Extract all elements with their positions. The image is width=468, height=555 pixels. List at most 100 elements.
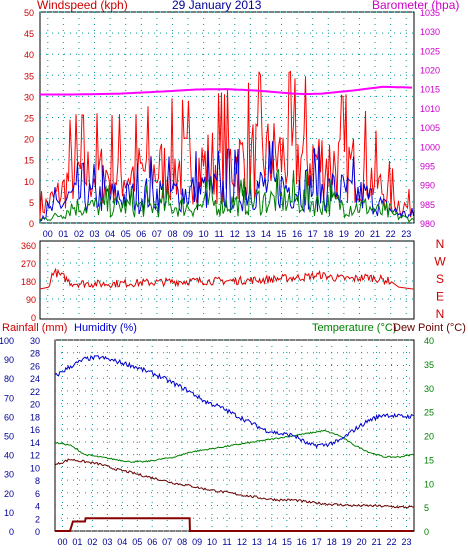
- rainfall-tick-label: 26: [30, 361, 40, 371]
- temperature-humidity-chart: 0102030405060708090100024681012141618202…: [0, 322, 466, 547]
- hour-tick-label: 07: [152, 229, 162, 239]
- hour-tick-label: 12: [230, 229, 240, 239]
- rainfall-tick-label: 4: [35, 502, 40, 512]
- hour-tick-label: 11: [215, 229, 224, 239]
- hour-tick-label: 13: [252, 537, 262, 547]
- hour-tick-label: 19: [339, 229, 349, 239]
- humidity-tick-label: 70: [4, 393, 14, 403]
- rainfall-tick-label: 8: [35, 476, 40, 486]
- humidity-ylabel: Humidity (%): [74, 322, 137, 334]
- hour-tick-label: 10: [199, 229, 209, 239]
- barometer-tick-label: 1030: [420, 27, 440, 37]
- rainfall-tick-label: 12: [30, 451, 40, 461]
- compass-label: S: [436, 272, 444, 286]
- hour-tick-label: 05: [132, 537, 142, 547]
- hour-tick-label: 08: [167, 229, 177, 239]
- temperature-tick-label: 30: [424, 384, 434, 394]
- barometer-tick-label: 1000: [420, 142, 440, 152]
- barometer-tick-label: 1025: [420, 46, 440, 56]
- temperature-tick-label: 35: [424, 360, 434, 370]
- humidity-tick-label: 50: [4, 432, 14, 442]
- dewpoint-ylabel: Dew Point (°C): [393, 322, 466, 334]
- temperature-tick-label: 25: [424, 408, 434, 418]
- hour-tick-label: 04: [105, 229, 115, 239]
- direction-series: [39, 267, 414, 290]
- hour-tick-label: 20: [354, 229, 364, 239]
- temperature-plot-area: [54, 339, 415, 532]
- barometer-tick-label: 980: [420, 219, 435, 229]
- wind-tick-label: 45: [24, 29, 34, 39]
- hour-tick-label: 13: [245, 229, 255, 239]
- barometer-tick-label: 1020: [420, 66, 440, 76]
- hour-tick-label: 21: [370, 229, 380, 239]
- hour-tick-label: 04: [117, 537, 127, 547]
- wind-tick-label: 0: [29, 219, 34, 229]
- hour-tick-label: 12: [237, 537, 247, 547]
- hour-tick-label: 02: [74, 229, 84, 239]
- temperature-ylabel: Temperature (°C): [312, 322, 396, 334]
- barometer-tick-label: 1005: [420, 123, 440, 133]
- compass-label: E: [436, 290, 444, 304]
- rain-series-line: [55, 517, 414, 532]
- compass-label: N: [436, 307, 445, 321]
- hour-tick-label: 23: [402, 537, 412, 547]
- humidity-tick-label: 10: [4, 508, 14, 518]
- wind-barometer-chart: 0510152025303540455098098599099510001005…: [24, 0, 459, 239]
- humidity-tick-label: 20: [4, 489, 14, 499]
- hour-tick-label: 19: [342, 537, 352, 547]
- wind-axes: 0510152025303540455098098599099510001005…: [24, 8, 440, 239]
- hour-tick-label: 14: [267, 537, 277, 547]
- hour-tick-label: 22: [387, 537, 397, 547]
- wind-tick-label: 50: [24, 8, 34, 18]
- hour-tick-label: 17: [308, 229, 318, 239]
- avg-series-line: [39, 168, 414, 223]
- hour-tick-label: 00: [57, 537, 67, 547]
- hour-tick-label: 08: [177, 537, 187, 547]
- gust-series-line: [39, 141, 414, 222]
- rainfall-tick-label: 6: [35, 489, 40, 499]
- hour-tick-label: 23: [401, 229, 411, 239]
- hour-tick-label: 21: [372, 537, 382, 547]
- direction-tick-label: 90: [26, 295, 36, 305]
- rainfall-tick-label: 10: [30, 463, 40, 473]
- direction-grid: [40, 241, 414, 319]
- hour-tick-label: 06: [136, 229, 146, 239]
- wind-tick-label: 35: [24, 71, 34, 81]
- hour-tick-label: 16: [292, 229, 302, 239]
- hour-tick-label: 14: [261, 229, 271, 239]
- wind-series: [39, 70, 414, 223]
- rainfall-tick-label: 24: [30, 374, 40, 384]
- temperature-tick-label: 5: [424, 503, 429, 513]
- temperature-series-line: [54, 429, 415, 463]
- rainfall-tick-label: 16: [30, 425, 40, 435]
- wind-ylabel: Windspeed (kph): [37, 0, 128, 12]
- hour-tick-label: 03: [102, 537, 112, 547]
- rainfall-tick-label: 22: [30, 387, 40, 397]
- barometer-tick-label: 1010: [420, 104, 440, 114]
- dewpoint-series-line: [54, 458, 414, 509]
- hour-tick-label: 00: [43, 229, 53, 239]
- direction-tick-label: 360: [21, 241, 36, 251]
- rainfall-tick-label: 2: [35, 514, 40, 524]
- humidity-tick-label: 30: [4, 470, 14, 480]
- temperature-series: [54, 355, 415, 532]
- hour-tick-label: 15: [277, 229, 287, 239]
- hour-tick-label: 22: [386, 229, 396, 239]
- wind-tick-label: 30: [24, 92, 34, 102]
- direction-tick-label: 0: [31, 313, 36, 323]
- temperature-tick-label: 20: [424, 432, 434, 442]
- direction-series-line: [39, 267, 414, 290]
- humidity-tick-label: 0: [9, 527, 14, 537]
- barometer-tick-label: 1035: [420, 8, 440, 18]
- hour-tick-label: 20: [357, 537, 367, 547]
- rainfall-tick-label: 18: [30, 412, 40, 422]
- hour-tick-label: 01: [58, 229, 68, 239]
- barometer-tick-label: 995: [420, 161, 435, 171]
- rainfall-tick-label: 14: [30, 438, 40, 448]
- compass-label: N: [436, 237, 445, 251]
- hour-tick-label: 16: [297, 537, 307, 547]
- humidity-tick-label: 40: [4, 451, 14, 461]
- rainfall-ylabel: Rainfall (mm): [2, 322, 67, 334]
- rainfall-tick-label: 30: [30, 336, 40, 346]
